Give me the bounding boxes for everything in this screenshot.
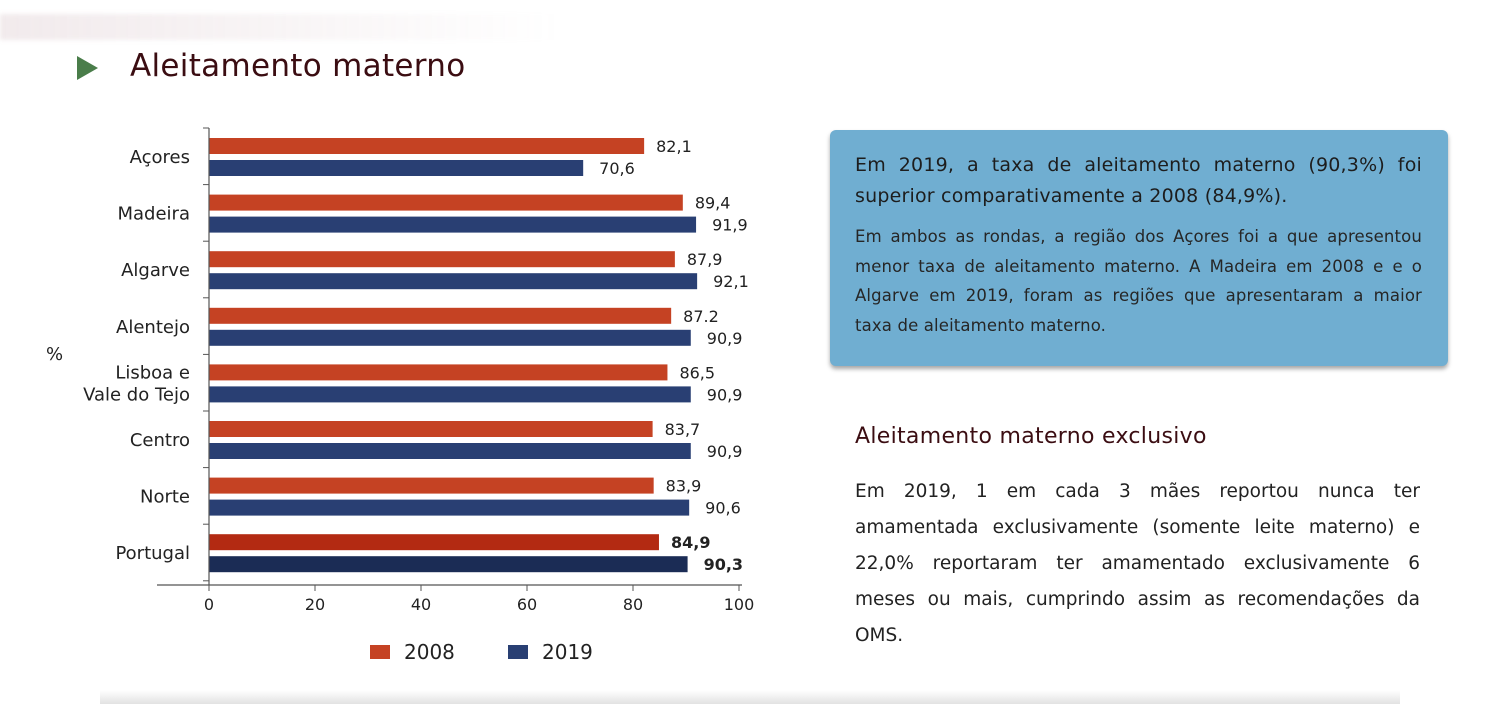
x-tick-label-2: 40 (411, 595, 431, 614)
info-box: Em 2019, a taxa de aleitamento materno (… (830, 130, 1448, 366)
info-headline: Em 2019, a taxa de aleitamento materno (… (855, 154, 1422, 207)
bar-2008-7 (209, 534, 659, 551)
data-label-2008-5: 83,7 (665, 420, 701, 439)
bar-2008-4 (209, 364, 668, 381)
bar-2019-1 (209, 216, 697, 233)
data-label-2019-6: 90,6 (705, 499, 741, 518)
bar-2019-3 (209, 329, 691, 346)
section-title: Aleitamento materno exclusivo (855, 424, 1207, 449)
bar-2008-0 (209, 138, 645, 154)
bar-2008-6 (209, 477, 654, 494)
bar-2019-4 (209, 386, 691, 403)
data-label-2019-7: 90,3 (704, 555, 743, 574)
y-axis-label: % (46, 344, 63, 365)
data-label-2008-0: 82,1 (656, 137, 692, 156)
bar-2008-5 (209, 421, 653, 437)
bar-2008-2 (209, 251, 675, 268)
category-label-4-line-0: Lisboa e (115, 362, 190, 383)
legend-swatch-2008 (370, 645, 390, 659)
data-label-2019-4: 90,9 (707, 385, 743, 404)
data-label-2008-1: 89,4 (695, 194, 731, 213)
category-label-2: Algarve (121, 260, 190, 281)
category-label-0: Açores (130, 147, 190, 168)
data-label-2008-4: 86,5 (679, 363, 715, 382)
data-label-2008-6: 83,9 (666, 477, 702, 496)
data-label-2008-2: 87,9 (687, 250, 723, 269)
play-triangle-icon (77, 56, 98, 80)
category-label-3: Alentejo (116, 317, 190, 338)
background-ghost-text (0, 14, 560, 40)
category-label-6: Norte (140, 487, 190, 508)
page-bottom-shadow (100, 690, 1400, 704)
bar-chart: 82,1 70,6 Açores 89,4 91,9 Madeira 87,9 92,1 Alg… (46, 127, 755, 664)
bar-2019-5 (209, 443, 691, 459)
data-label-2019-0: 70,6 (599, 159, 635, 178)
x-tick-label-5: 100 (724, 595, 755, 614)
x-tick-label-3: 60 (517, 595, 537, 614)
data-label-2019-5: 90,9 (707, 442, 743, 461)
bar-2019-0 (209, 160, 584, 176)
legend-label-2019: 2019 (542, 640, 593, 664)
bar-2008-1 (209, 194, 683, 211)
category-label-5: Centro (130, 430, 190, 451)
info-body: Em ambos as rondas, a região dos Açores … (855, 227, 1422, 335)
category-label-1: Madeira (118, 204, 191, 225)
bar-2019-6 (209, 499, 690, 516)
data-label-2008-7: 84,9 (671, 533, 710, 552)
bar-2019-7 (209, 556, 688, 573)
bar-2019-2 (209, 273, 698, 290)
bar-2008-3 (209, 307, 672, 324)
x-tick-label-1: 20 (305, 595, 325, 614)
category-label-7: Portugal (115, 543, 190, 564)
data-label-2019-1: 91,9 (712, 216, 748, 235)
legend-label-2008: 2008 (404, 640, 455, 664)
data-label-2019-3: 90,9 (707, 329, 743, 348)
page-title: Aleitamento materno (130, 48, 466, 84)
data-label-2008-3: 87.2 (683, 307, 719, 326)
x-tick-label-0: 0 (204, 595, 214, 614)
x-tick-label-4: 80 (623, 595, 643, 614)
data-label-2019-2: 92,1 (713, 272, 749, 291)
section-body: Em 2019, 1 em cada 3 mães reportou nunca… (855, 481, 1420, 646)
category-label-4-line-1: Vale do Tejo (83, 384, 190, 405)
legend-swatch-2019 (508, 645, 528, 659)
